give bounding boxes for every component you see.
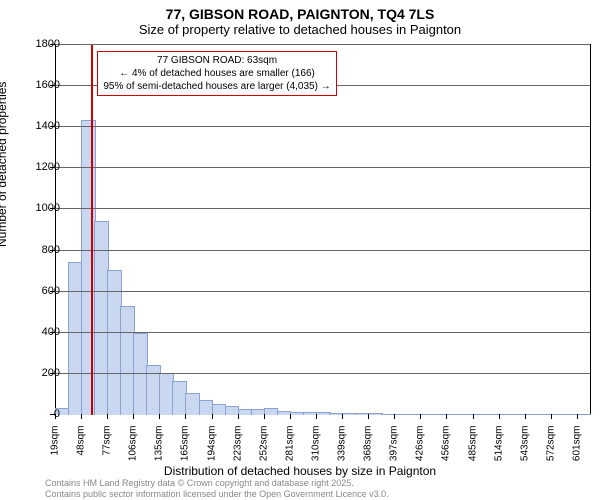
chart-container: 77, GIBSON ROAD, PAIGNTON, TQ4 7LS Size … bbox=[0, 0, 600, 500]
gridline bbox=[55, 44, 590, 45]
chart-title-main: 77, GIBSON ROAD, PAIGNTON, TQ4 7LS bbox=[0, 6, 600, 22]
xtick-mark bbox=[133, 414, 134, 419]
xtick-mark bbox=[212, 414, 213, 419]
gridline bbox=[55, 167, 590, 168]
x-axis-label: Distribution of detached houses by size … bbox=[0, 464, 600, 478]
ytick-mark bbox=[50, 126, 55, 127]
plot-area: 77 GIBSON ROAD: 63sqm← 4% of detached ho… bbox=[55, 44, 591, 415]
ytick-mark bbox=[50, 291, 55, 292]
gridline bbox=[55, 126, 590, 127]
gridline bbox=[55, 373, 590, 374]
chart-title-sub: Size of property relative to detached ho… bbox=[0, 22, 600, 37]
xtick-mark bbox=[525, 414, 526, 419]
y-axis-label: Number of detached properties bbox=[0, 82, 9, 247]
xtick-mark bbox=[107, 414, 108, 419]
xtick-mark bbox=[551, 414, 552, 419]
xtick-mark bbox=[238, 414, 239, 419]
ytick-mark bbox=[50, 208, 55, 209]
ytick-mark bbox=[50, 332, 55, 333]
attribution: Contains HM Land Registry data © Crown c… bbox=[45, 478, 389, 500]
gridline bbox=[55, 291, 590, 292]
attribution-line-2: Contains public sector information licen… bbox=[45, 489, 389, 500]
xtick-mark bbox=[499, 414, 500, 419]
ytick-mark bbox=[50, 167, 55, 168]
xtick-mark bbox=[159, 414, 160, 419]
xtick-mark bbox=[342, 414, 343, 419]
histogram-bar bbox=[577, 414, 592, 415]
attribution-line-1: Contains HM Land Registry data © Crown c… bbox=[45, 478, 389, 489]
xtick-mark bbox=[420, 414, 421, 419]
gridline bbox=[55, 332, 590, 333]
xtick-mark bbox=[368, 414, 369, 419]
xtick-mark bbox=[446, 414, 447, 419]
gridline bbox=[55, 250, 590, 251]
ytick-mark bbox=[50, 85, 55, 86]
annotation-box: 77 GIBSON ROAD: 63sqm← 4% of detached ho… bbox=[97, 51, 336, 96]
xtick-mark bbox=[264, 414, 265, 419]
ytick-mark bbox=[50, 373, 55, 374]
xtick-mark bbox=[290, 414, 291, 419]
annotation-line: 95% of semi-detached houses are larger (… bbox=[103, 80, 330, 93]
property-marker-line bbox=[91, 45, 93, 415]
xtick-mark bbox=[577, 414, 578, 419]
annotation-line: 77 GIBSON ROAD: 63sqm bbox=[103, 54, 330, 67]
xtick-mark bbox=[394, 414, 395, 419]
annotation-line: ← 4% of detached houses are smaller (166… bbox=[103, 67, 330, 80]
ytick-mark bbox=[50, 44, 55, 45]
xtick-mark bbox=[473, 414, 474, 419]
y-axis-line bbox=[55, 45, 56, 415]
xtick-mark bbox=[55, 414, 56, 419]
gridline bbox=[55, 208, 590, 209]
xtick-mark bbox=[185, 414, 186, 419]
xtick-mark bbox=[316, 414, 317, 419]
ytick-mark bbox=[50, 250, 55, 251]
xtick-mark bbox=[81, 414, 82, 419]
